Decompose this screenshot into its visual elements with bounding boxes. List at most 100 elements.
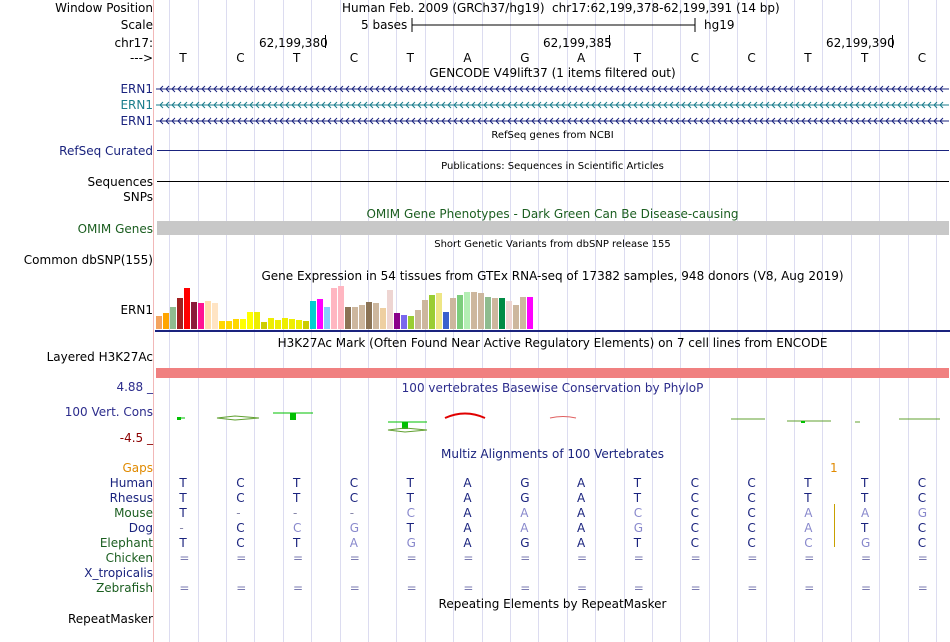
gtex-tissue-bar[interactable]	[485, 296, 491, 329]
alignment-base: A	[463, 506, 472, 520]
gtex-tissue-bar[interactable]	[296, 320, 302, 329]
gene-model[interactable]	[156, 84, 950, 94]
gtex-tissue-bar[interactable]	[443, 311, 449, 329]
gene-label[interactable]: ERN1	[120, 98, 153, 112]
cons-track-label[interactable]: 100 Vert. Cons	[64, 405, 153, 419]
gtex-tissue-bar[interactable]	[478, 293, 484, 329]
species-label[interactable]: Zebrafish	[96, 581, 153, 595]
gtex-tissue-bar[interactable]	[261, 321, 267, 329]
gtex-tissue-bar[interactable]	[191, 302, 197, 329]
gtex-tissue-bar[interactable]	[310, 301, 316, 329]
alignment-base: T	[179, 506, 187, 520]
h3k27ac-track-title[interactable]: H3K27Ac Mark (Often Found Near Active Re…	[277, 336, 828, 350]
gtex-tissue-bar[interactable]	[373, 302, 379, 329]
gene-model[interactable]	[156, 116, 950, 126]
gtex-tissue-bar[interactable]	[366, 302, 372, 329]
gene-model[interactable]	[156, 100, 950, 110]
gtex-tissue-bar[interactable]	[275, 320, 281, 329]
gtex-tissue-bar[interactable]	[387, 290, 393, 329]
gtex-tissue-bar[interactable]	[345, 307, 351, 329]
species-label[interactable]: Human	[109, 476, 153, 490]
gtex-tissue-bar[interactable]	[450, 298, 456, 329]
gtex-tissue-bar[interactable]	[219, 320, 225, 329]
gtex-tissue-bar[interactable]	[303, 320, 309, 329]
multiz-track-title[interactable]: Multiz Alignments of 100 Vertebrates	[440, 447, 665, 461]
gtex-tissue-bar[interactable]	[457, 294, 463, 329]
gaps-label[interactable]: Gaps	[122, 461, 153, 475]
gtex-tissue-bar[interactable]	[233, 319, 239, 329]
gtex-tissue-bar[interactable]	[401, 314, 407, 329]
gtex-tissue-bar[interactable]	[184, 287, 190, 329]
gtex-tissue-bar[interactable]	[282, 318, 288, 329]
gtex-bar-chart[interactable]	[156, 284, 536, 329]
gtex-tissue-bar[interactable]	[331, 287, 337, 329]
gtex-tissue-bar[interactable]	[422, 300, 428, 329]
pubs-track-title[interactable]: Publications: Sequences in Scientific Ar…	[441, 161, 664, 172]
gtex-tissue-bar[interactable]	[289, 319, 295, 329]
gtex-tissue-bar[interactable]	[156, 316, 162, 329]
h3k27ac-bar[interactable]	[156, 368, 949, 378]
gtex-tissue-bar[interactable]	[408, 316, 414, 329]
gtex-tissue-bar[interactable]	[198, 302, 204, 329]
gtex-tissue-bar[interactable]	[338, 285, 344, 329]
gtex-tissue-bar[interactable]	[394, 312, 400, 329]
gtex-tissue-bar[interactable]	[429, 294, 435, 329]
gtex-tissue-bar[interactable]	[254, 311, 260, 329]
omim-track-label[interactable]: OMIM Genes	[77, 222, 153, 236]
gene-label[interactable]: ERN1	[120, 114, 153, 128]
gtex-tissue-bar[interactable]	[492, 298, 498, 329]
cons-track-title[interactable]: 100 vertebrates Basewise Conservation by…	[401, 381, 704, 395]
base-letter: C	[917, 51, 927, 65]
gtex-tissue-bar[interactable]	[268, 318, 274, 329]
alignment-base: T	[179, 476, 187, 490]
species-label[interactable]: Mouse	[114, 506, 153, 520]
gtex-tissue-bar[interactable]	[359, 304, 365, 329]
dbsnp-track-label[interactable]: Common dbSNP(155)	[23, 253, 153, 267]
gtex-tissue-bar[interactable]	[436, 293, 442, 329]
gtex-tissue-bar[interactable]	[506, 301, 512, 329]
alignment-base: C	[747, 536, 756, 550]
gtex-tissue-bar[interactable]	[499, 298, 505, 329]
species-label[interactable]: X_tropicalis	[84, 566, 153, 580]
omim-track-title[interactable]: OMIM Gene Phenotypes - Dark Green Can Be…	[366, 207, 739, 221]
gtex-tissue-bar[interactable]	[212, 302, 218, 329]
species-label[interactable]: Chicken	[105, 551, 153, 565]
dbsnp-track-title[interactable]: Short Genetic Variants from dbSNP releas…	[434, 239, 671, 250]
base-letter: T	[633, 51, 642, 65]
gtex-tissue-bar[interactable]	[520, 296, 526, 329]
repeatmasker-track-label[interactable]: RepeatMasker	[67, 612, 153, 626]
gtex-tissue-bar[interactable]	[240, 319, 246, 329]
pubs-track-label[interactable]: Sequences	[87, 175, 153, 189]
gtex-tissue-bar[interactable]	[464, 292, 470, 329]
species-label[interactable]: Elephant	[99, 536, 153, 550]
gtex-track-title[interactable]: Gene Expression in 54 tissues from GTEx …	[261, 269, 844, 283]
gtex-tissue-bar[interactable]	[471, 292, 477, 329]
species-label[interactable]: Rhesus	[109, 491, 153, 505]
gtex-tissue-bar[interactable]	[317, 299, 323, 329]
gene-label[interactable]: ERN1	[120, 82, 153, 96]
gtex-tissue-bar[interactable]	[415, 310, 421, 329]
gtex-tissue-bar[interactable]	[324, 307, 330, 329]
gtex-tissue-bar[interactable]	[226, 320, 232, 329]
gtex-tissue-bar[interactable]	[247, 311, 253, 329]
gtex-tissue-bar[interactable]	[177, 298, 183, 329]
snps-track-label[interactable]: SNPs	[123, 190, 153, 204]
gencode-track-title[interactable]: GENCODE V49lift37 (1 items filtered out)	[429, 66, 676, 80]
gtex-tissue-bar[interactable]	[170, 307, 176, 329]
h3k27ac-track-label[interactable]: Layered H3K27Ac	[46, 350, 153, 364]
coord-label: 62,199,390	[826, 36, 895, 50]
gtex-tissue-bar[interactable]	[205, 301, 211, 329]
omim-bar[interactable]	[157, 221, 949, 235]
repeatmasker-track-title[interactable]: Repeating Elements by RepeatMasker	[438, 597, 667, 611]
gtex-tissue-bar[interactable]	[527, 296, 533, 329]
gtex-tissue-bar[interactable]	[513, 304, 519, 329]
gtex-tissue-bar[interactable]	[380, 308, 386, 329]
refseq-track-label[interactable]: RefSeq Curated	[59, 144, 153, 158]
gtex-tissue-bar[interactable]	[352, 306, 358, 329]
refseq-track-title[interactable]: RefSeq genes from NCBI	[491, 130, 614, 141]
gtex-tissue-bar[interactable]	[163, 312, 169, 329]
gtex-track-label[interactable]: ERN1	[120, 303, 153, 317]
alignment-base: C	[690, 521, 699, 535]
species-label[interactable]: Dog	[128, 521, 153, 535]
cons-plot[interactable]	[155, 405, 950, 435]
